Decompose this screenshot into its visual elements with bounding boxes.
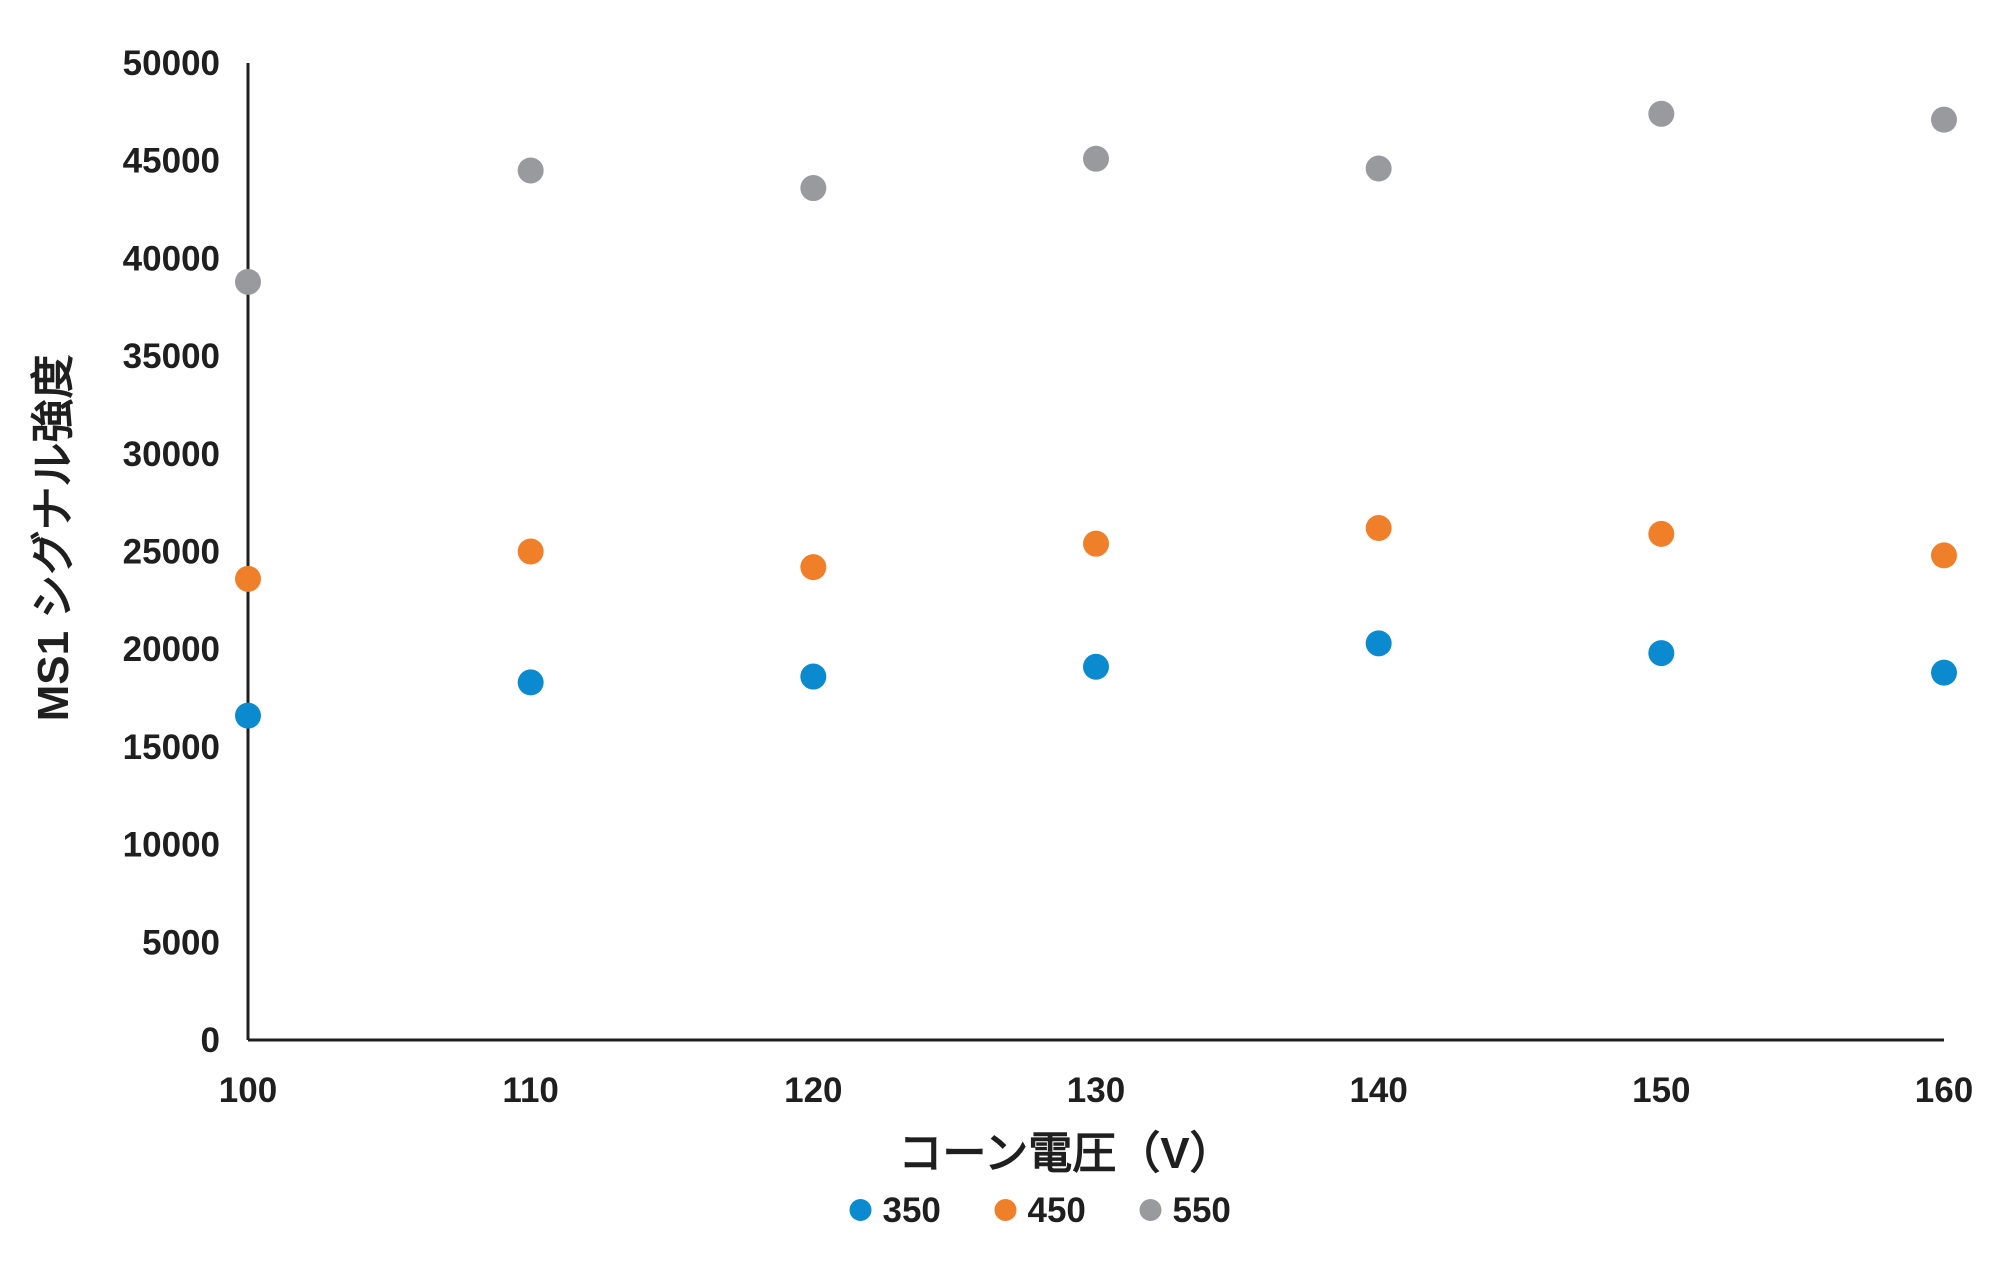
data-point <box>1083 530 1109 557</box>
legend: 350 450 550 <box>849 1191 1231 1230</box>
data-point <box>1365 155 1392 182</box>
y-tick-label: 5000 <box>142 923 220 962</box>
points-layer <box>235 100 1957 729</box>
data-point <box>800 175 827 202</box>
data-point <box>1648 100 1675 127</box>
y-tick-label: 30000 <box>123 435 220 474</box>
series-450 <box>235 515 1957 592</box>
y-tick-label: 15000 <box>123 728 220 767</box>
legend-item: 550 <box>1139 1191 1231 1230</box>
legend-label: 350 <box>883 1191 941 1230</box>
y-tick-label: 50000 <box>123 44 220 83</box>
x-tick-label: 130 <box>1067 1071 1125 1110</box>
y-axis-title: MS1 シグナル強度 <box>29 355 78 722</box>
data-point <box>1365 630 1392 657</box>
series-350 <box>235 630 1957 729</box>
data-point <box>1083 653 1109 680</box>
data-point <box>517 669 544 696</box>
y-tick-label: 35000 <box>123 337 220 376</box>
legend-marker <box>1139 1199 1162 1221</box>
data-point <box>1648 640 1675 667</box>
data-point <box>235 565 261 592</box>
x-tick-label: 150 <box>1632 1071 1690 1110</box>
y-tick-label: 0 <box>201 1021 220 1060</box>
data-point <box>800 663 827 690</box>
legend-label: 450 <box>1028 1191 1086 1230</box>
data-point <box>1083 145 1109 172</box>
data-point <box>1931 542 1957 569</box>
data-point <box>800 554 827 581</box>
data-point <box>235 702 261 729</box>
data-point <box>517 538 544 565</box>
y-tick-label: 10000 <box>123 826 220 865</box>
y-tick-label: 45000 <box>123 142 220 181</box>
x-tick-label: 100 <box>219 1071 277 1110</box>
x-tick-label: 120 <box>784 1071 842 1110</box>
axes-layer: 0 5000 10000 15000 20000 25000 30000 35000 40000… <box>123 44 1974 1110</box>
series-550 <box>235 100 1957 295</box>
legend-marker <box>849 1199 872 1221</box>
legend-label: 550 <box>1173 1191 1231 1230</box>
x-axis-title: コーン電圧（V） <box>898 1129 1233 1178</box>
data-point <box>1365 515 1392 542</box>
y-tick-label: 20000 <box>123 630 220 669</box>
data-point <box>1931 106 1957 133</box>
data-point <box>517 157 544 184</box>
y-tick-label: 25000 <box>123 533 220 572</box>
data-point <box>1648 520 1675 547</box>
legend-item: 350 <box>849 1191 941 1230</box>
x-tick-label: 140 <box>1349 1071 1407 1110</box>
x-tick-label: 110 <box>502 1071 558 1110</box>
legend-marker <box>994 1199 1017 1221</box>
y-tick-label: 40000 <box>123 239 220 278</box>
data-point <box>235 268 261 295</box>
x-tick-label: 160 <box>1915 1071 1973 1110</box>
data-point <box>1931 659 1957 686</box>
legend-item: 450 <box>994 1191 1086 1230</box>
